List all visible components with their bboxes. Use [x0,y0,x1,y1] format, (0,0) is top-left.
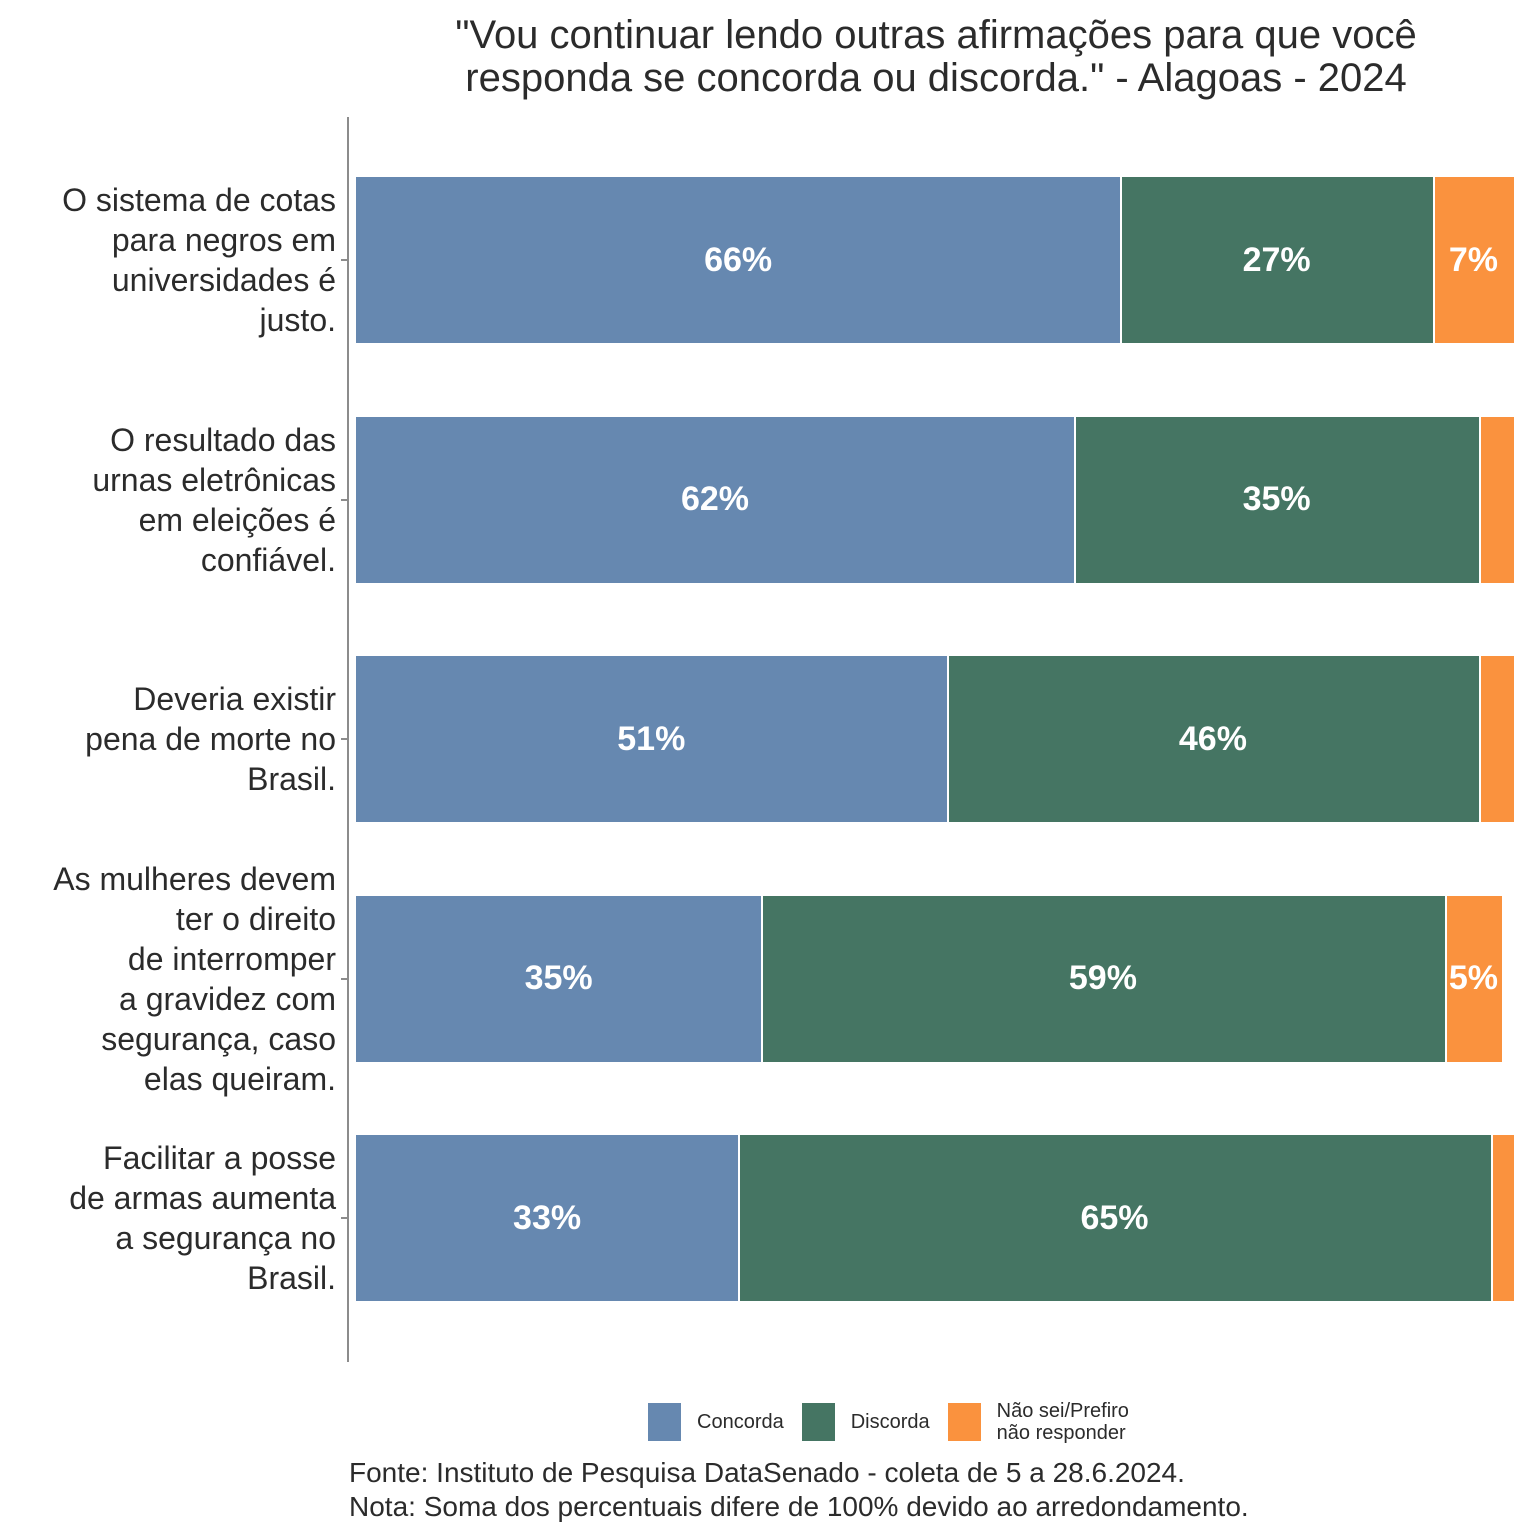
bar-segment-discorda [1120,177,1433,343]
y-tick-label-line: Deveria existir [133,681,336,717]
y-tick-label-line: O resultado das [110,421,336,458]
legend-swatch [648,1403,681,1441]
y-tick-label-line: a gravidez com [119,980,336,1017]
legend-item: Discorda [801,1403,930,1441]
y-tick-label-line: ter o direito [175,900,336,937]
y-tick [341,977,348,980]
source-note: Fonte: Instituto de Pesquisa DataSenado … [349,1457,1185,1488]
rounding-note: Nota: Soma dos percentuais difere de 100… [349,1491,1249,1522]
y-tick-label-line: universidades é [111,262,336,298]
legend-label: Não sei/Prefiro não responder [997,1400,1129,1444]
y-tick-label-line: As mulheres devem [53,860,336,897]
legend-swatch [947,1403,981,1441]
legend-label-line: Não sei/Prefiro [996,1400,1129,1422]
y-tick-label-line: O sistema de cotas [62,182,336,218]
data-label: 65% [1080,1198,1149,1237]
y-tick-label-line: confiável. [200,541,336,578]
bar-segment-concorda [356,1135,739,1301]
footer: Fonte: Instituto de Pesquisa DataSenado … [349,1456,1249,1524]
y-tick-label-line: pena de morte no [85,721,336,757]
legend-label: Concorda [697,1411,784,1433]
legend: Concorda Discorda Não sei/Prefiro não respo… [648,1400,1147,1444]
bar-segment-n-o-sei [1444,895,1503,1062]
data-label: 66% [704,240,773,279]
legend-item: Não sei/Prefiro não responder [947,1400,1129,1444]
bar-segment-concorda [356,416,1074,583]
data-label: 5% [1448,959,1499,997]
y-tick-label-line: justo. [259,302,336,338]
y-tick [341,259,348,261]
data-label: 35% [524,959,593,997]
legend-label-line: Concorda [697,1411,784,1433]
y-tick-label: Facilitar a posse de armas aumenta a segur… [69,1138,336,1298]
chart-title-line-1: "Vou continuar lendo outras afirmações p… [455,13,1417,57]
data-label: 62% [680,480,749,518]
data-label: 35% [1242,480,1311,518]
data-label: 46% [1178,719,1247,758]
bar-segment-concorda [356,177,1121,343]
y-tick [341,498,348,501]
bar-segment-concorda [356,656,947,822]
bar-segment-discorda [1073,416,1480,583]
data-label: 59% [1068,959,1137,997]
y-tick [341,1217,348,1219]
y-axis-line [347,117,349,1362]
legend-label-line: Discorda [850,1411,930,1433]
y-tick [341,738,348,740]
y-tick-label-line: Facilitar a posse [103,1140,336,1176]
y-tick-label-line: de armas aumenta [69,1180,336,1216]
y-tick-label-line: Brasil. [247,761,336,797]
data-label: 27% [1242,240,1311,279]
bar-segment-n-o-sei [1479,656,1514,822]
bar-segment-n-o-sei [1490,1135,1514,1301]
legend-label-line: não responder [996,1422,1126,1444]
bar-segment-concorda [356,895,762,1062]
y-tick-label-line: segurança, caso [101,1020,336,1057]
y-tick-label: O sistema de cotas para negros em universi… [62,180,336,340]
bar-segment-discorda [761,895,1445,1062]
bar-segment-n-o-sei [1432,177,1514,343]
chart-title-line-2: responda se concorda ou discorda." - Ala… [465,56,1407,100]
bar-segment-discorda [738,1135,1491,1301]
legend-swatch [801,1403,835,1441]
bar-segment-n-o-sei [1479,416,1514,583]
y-tick-label: As mulheres devem ter o direito de interro… [53,859,336,1099]
legend-item: Concorda [648,1403,784,1441]
y-tick-label-line: de interromper [127,940,336,977]
y-tick-label: O resultado das urnas eletrônicas em eleiç… [92,420,336,580]
chart-title: "Vou continuar lendo outras afirmações p… [356,14,1516,100]
y-tick-label-line: Brasil. [247,1260,336,1296]
y-tick-label-line: a segurança no [115,1220,336,1256]
data-label: 7% [1448,240,1499,279]
data-label: 33% [513,1198,582,1237]
bar-segment-discorda [946,656,1480,822]
y-tick-label: Deveria existir pena de morte no Brasil. [85,679,336,799]
data-label: 51% [617,719,686,758]
legend-label: Discorda [851,1411,930,1433]
y-tick-label-line: para negros em [111,222,336,258]
y-tick-label-line: em eleições é [138,501,336,538]
y-tick-label-line: urnas eletrônicas [92,461,336,498]
y-tick-label-line: elas queiram. [143,1060,336,1097]
